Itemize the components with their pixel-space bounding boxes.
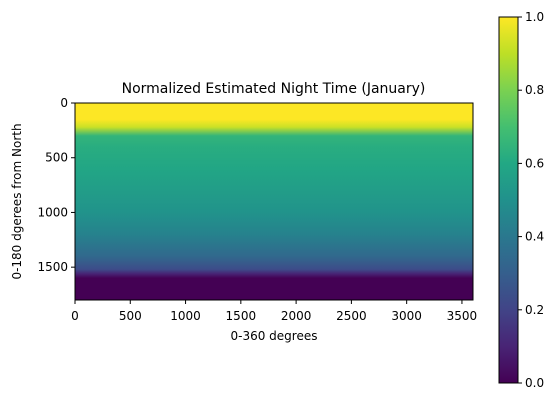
y-axis-label: 0-180 dgerees from North (10, 123, 24, 279)
x-tick-label: 3500 (447, 309, 478, 323)
colorbar-tick-label: 0.2 (525, 303, 544, 317)
chart-title: Normalized Estimated Night Time (January… (122, 81, 426, 97)
colorbar-frame (498, 16, 519, 384)
colorbar-tick-label: 0.6 (525, 156, 544, 170)
y-axis-ticks: 0 500 1000 1500 (37, 96, 75, 274)
colorbar-ticks: 0.0 0.2 0.4 0.6 0.8 1.0 (518, 10, 544, 390)
colorbar (499, 17, 518, 383)
y-tick-label: 500 (45, 151, 68, 165)
x-tick-label: 0 (71, 309, 79, 323)
colorbar-tick-label: 1.0 (525, 10, 544, 24)
plot-frame (74, 102, 474, 301)
colorbar-tick-label: 0.8 (525, 83, 544, 97)
colorbar-tick-label: 0.0 (525, 376, 544, 390)
x-tick-label: 500 (119, 309, 142, 323)
y-tick-label: 0 (60, 96, 68, 110)
heatmap-image (75, 103, 473, 300)
x-tick-label: 1000 (170, 309, 201, 323)
x-tick-label: 2000 (281, 309, 312, 323)
y-tick-label: 1000 (37, 205, 68, 219)
x-tick-label: 1500 (226, 309, 257, 323)
colorbar-tick-label: 0.4 (525, 230, 544, 244)
x-tick-label: 2500 (336, 309, 367, 323)
y-tick-label: 1500 (37, 260, 68, 274)
x-tick-label: 3000 (391, 309, 422, 323)
x-axis-label: 0-360 degrees (231, 329, 318, 343)
x-axis-ticks: 0 500 1000 1500 2000 2500 3000 3500 (71, 300, 477, 323)
